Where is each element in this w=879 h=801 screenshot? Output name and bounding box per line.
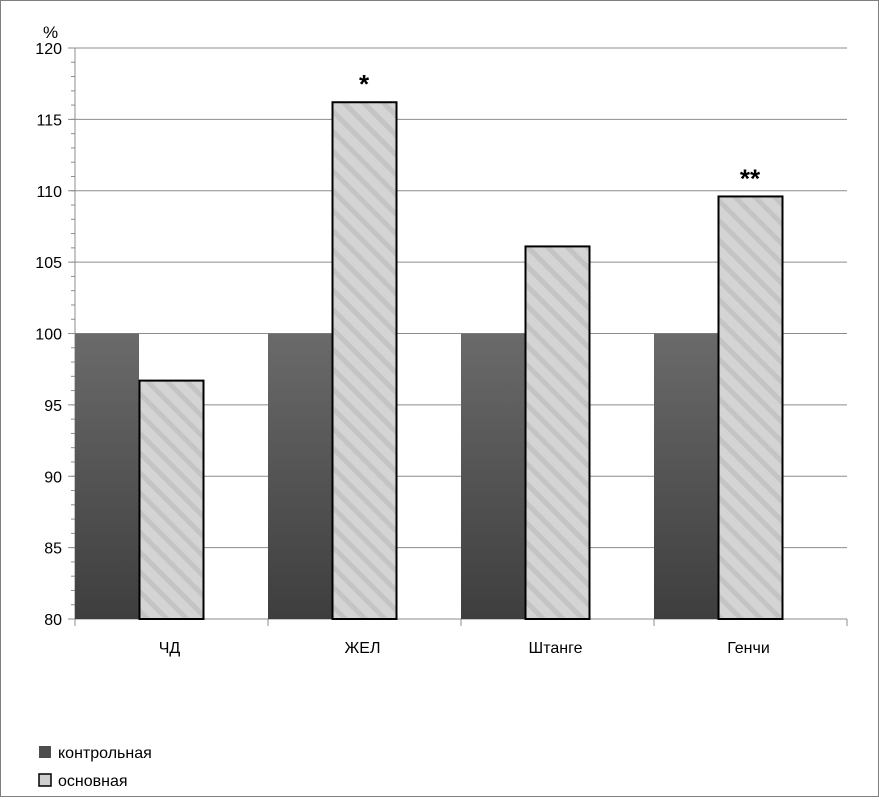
y-tick-label: 100 [35, 327, 62, 344]
x-tick-label: ЖЕЛ [345, 640, 381, 657]
y-axis-label: % [43, 23, 58, 42]
bar-osnovnaya-2 [524, 245, 591, 621]
legend-swatch-osnovnaya [38, 773, 52, 787]
y-tick-label: 120 [35, 41, 62, 58]
bar-kontrolnaya-3 [654, 333, 718, 619]
bar-osnovnaya-3 [717, 195, 784, 621]
y-tick-label: 95 [44, 398, 62, 415]
y-tick-label: 85 [44, 541, 62, 558]
legend-swatch-kontrolnaya [39, 746, 51, 758]
bar-kontrolnaya-2 [461, 333, 525, 619]
bar-kontrolnaya-1 [268, 333, 332, 619]
x-tick-label: Штанге [529, 640, 583, 657]
x-tick-label: ЧД [159, 640, 181, 657]
y-tick-label: 105 [35, 255, 62, 272]
legend-label-osnovnaya: основная [58, 773, 128, 790]
bar-osnovnaya-1 [331, 101, 398, 621]
labels-layer: 80 85 90 95 100 105 110 115 120% ЧД ЖЕЛ Штанге Генчи… [35, 23, 770, 657]
y-tick-label: 110 [36, 184, 62, 201]
y-tick-label: 80 [44, 612, 62, 629]
y-tick-label: 115 [36, 112, 62, 129]
bar-osnovnaya-0 [138, 379, 205, 621]
legend: контрольная основная [38, 745, 152, 790]
legend-label-kontrolnaya: контрольная [58, 745, 152, 762]
bar-kontrolnaya-0 [75, 333, 139, 619]
significance-annotation: ** [740, 163, 761, 193]
x-tick-label: Генчи [727, 640, 770, 657]
y-tick-label: 90 [44, 469, 62, 486]
significance-annotation: * [359, 69, 370, 99]
bars-layer [75, 101, 784, 621]
